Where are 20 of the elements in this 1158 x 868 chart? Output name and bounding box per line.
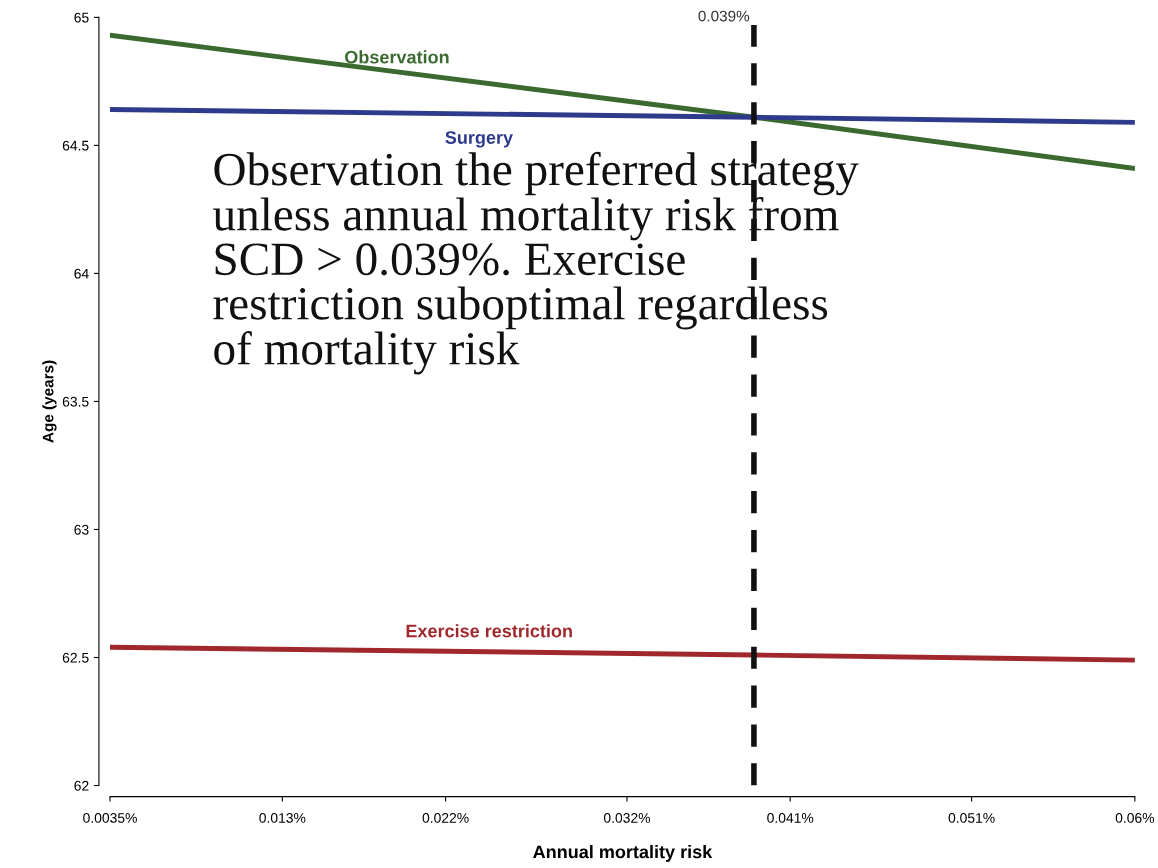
x-tick-label: 0.051%	[948, 812, 995, 823]
x-tick-label: 0.032%	[603, 812, 651, 823]
y-tick-label: 63	[74, 524, 89, 535]
x-tick-label: 0.022%	[422, 812, 469, 823]
y-tick-label: 64	[74, 268, 89, 279]
y-tick-label: 62.5	[62, 652, 89, 663]
y-tick-label: 64.5	[62, 140, 89, 151]
y-tick-label: 65	[74, 12, 89, 23]
series-label: Surgery	[445, 131, 513, 148]
x-tick-label: 0.06%	[1115, 812, 1155, 823]
series-label: Exercise restriction	[406, 624, 572, 638]
x-tick-label: 0.041%	[767, 812, 814, 823]
y-tick-label: 63.5	[62, 396, 89, 407]
y-axis-title: Age (years)	[42, 360, 57, 443]
y-tick-label: 62	[74, 780, 89, 791]
x-axis-title: Annual mortality risk	[533, 845, 713, 862]
series-label: Observation	[345, 50, 449, 64]
x-tick-label: 0.013%	[259, 812, 306, 823]
x-tick-label: 0.0035%	[83, 812, 137, 823]
ref-line-label: 0.039%	[698, 10, 750, 22]
